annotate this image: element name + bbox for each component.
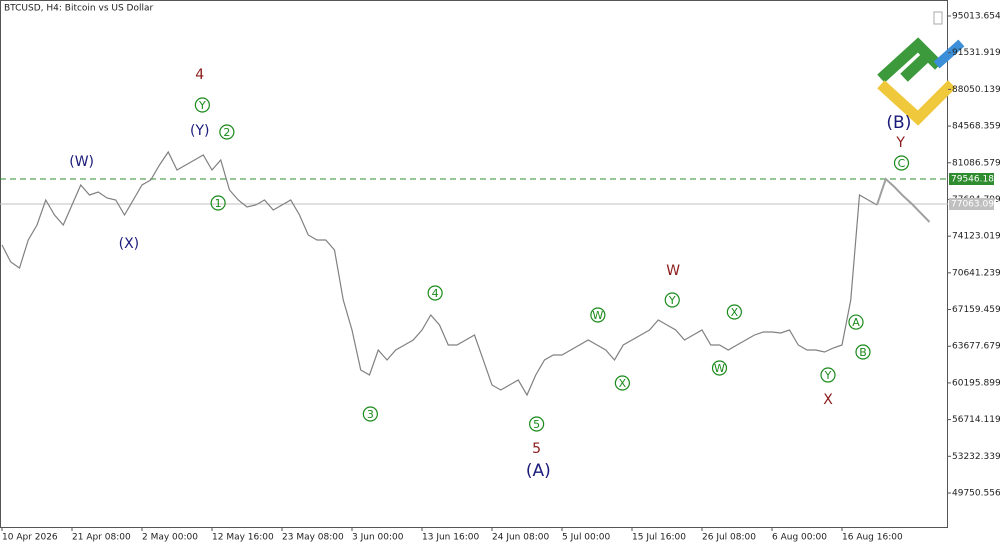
x-tick-label: 13 Jun 16:00 [422,533,479,543]
y-tick-label: 70641.239 [952,268,1000,278]
wave-label: (Y) [190,123,209,139]
x-tick-label: 5 Jul 00:00 [562,533,611,543]
wave-circle [855,344,871,360]
wave-circle [848,314,864,330]
plot-frame [0,0,948,528]
x-tick-label: 16 Aug 16:00 [842,533,903,543]
wave-circle [219,124,235,140]
price-line [1,150,878,397]
x-tick-label: 3 Jun 00:00 [352,533,404,543]
wave-label: Y [895,135,905,151]
wave-label: (B) [886,113,911,133]
chart-title: BTCUSD, H4: Bitcoin vs US Dollar [4,4,153,14]
wave-label: (X) [119,236,140,252]
wave-label: (A) [526,461,551,481]
wave-label: X [823,392,833,408]
wave-circle [590,307,606,323]
wave-label: Y [668,294,676,307]
wave-label: 4 [432,287,439,300]
y-tick-label: 49750.556 [952,488,1000,498]
wave-label: 1 [215,197,222,210]
x-tick-label: 2 May 00:00 [142,533,198,543]
price-tag [949,198,994,211]
wave-label: W [592,309,603,322]
wave-circle [362,406,378,422]
wave-label: C [898,157,906,170]
y-tick-label: 63677.679 [952,342,1000,352]
wave-label: 2 [223,126,230,139]
wave-label: 4 [195,67,204,83]
wave-label: 3 [367,408,374,421]
y-tick-label: 88050.139 [952,85,1000,95]
wave-circle [614,375,630,391]
wave-circle [427,285,443,301]
wave-circle [726,304,742,320]
x-tick-label: 26 Jul 08:00 [702,533,756,543]
projection-line [876,177,931,223]
wave-label: Y [824,369,832,382]
y-tick-label: 84568.359 [952,122,1000,132]
y-tick-label: 81086.579 [952,158,1000,168]
wave-label: B [859,346,867,359]
wave-circle [210,195,226,211]
y-tick-label: 95013.654 [952,12,1000,22]
watermark-logo [877,37,965,126]
wave-circle [664,292,680,308]
y-tick-label: 53232.339 [952,452,1000,462]
price-tag-label: 77063.090 [951,200,1000,210]
y-tick-label: 91531.919 [952,48,1000,58]
icon [933,11,943,25]
x-tick-label: 21 Apr 08:00 [72,533,131,543]
wave-label: 5 [532,441,541,457]
wave-label: W [714,362,725,375]
price-tag [949,173,994,186]
y-tick-label: 60195.899 [952,378,1000,388]
wave-label: Y [198,99,206,112]
wave-label: X [731,306,739,319]
wave-label: A [852,316,860,329]
x-tick-label: 15 Jul 16:00 [632,533,686,543]
wave-label: (W) [69,154,94,170]
y-tick-label: 67159.459 [952,305,1000,315]
wave-label: 5 [533,418,540,431]
x-tick-label: 23 May 08:00 [282,533,344,543]
wave-circle [529,416,545,432]
x-tick-label: 10 Apr 2026 [2,533,58,543]
wave-circle [711,360,728,376]
x-tick-label: 12 May 16:00 [212,533,274,543]
wave-label: W [666,263,680,279]
wave-circle [893,155,910,171]
y-tick-label: 56714.119 [952,415,1000,425]
wave-circle [194,97,210,113]
x-tick-label: 6 Aug 00:00 [772,533,827,543]
x-tick-label: 24 Jun 08:00 [492,533,549,543]
y-tick-label: 74123.019 [952,232,1000,242]
wave-label: X [619,377,627,390]
price-tag-label: 79546.183 [951,175,1000,185]
wave-circle [820,367,836,383]
